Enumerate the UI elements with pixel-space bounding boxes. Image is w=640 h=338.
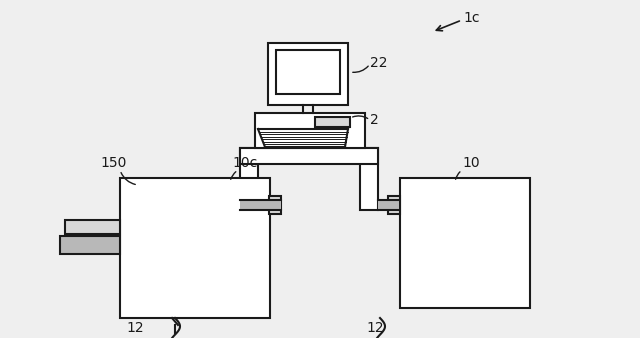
Text: 2: 2 bbox=[370, 113, 379, 127]
Bar bbox=[276, 50, 340, 94]
Text: 1c: 1c bbox=[463, 11, 479, 25]
Text: 150: 150 bbox=[100, 156, 126, 170]
Bar bbox=[268, 43, 348, 105]
Bar bbox=[378, 200, 399, 210]
Bar bbox=[360, 148, 378, 210]
Bar bbox=[240, 200, 281, 210]
Text: 10: 10 bbox=[462, 156, 479, 170]
Bar bbox=[315, 117, 350, 127]
Bar bbox=[388, 196, 400, 214]
Bar bbox=[240, 148, 258, 210]
Bar bbox=[120, 178, 270, 318]
Bar bbox=[65, 220, 120, 234]
Text: 12: 12 bbox=[126, 321, 144, 335]
Text: 22: 22 bbox=[370, 56, 387, 70]
Text: 10c: 10c bbox=[232, 156, 257, 170]
Bar bbox=[60, 236, 120, 254]
Bar bbox=[400, 178, 530, 308]
Text: 12: 12 bbox=[366, 321, 384, 335]
Bar bbox=[240, 148, 378, 164]
Bar bbox=[255, 113, 365, 148]
Bar bbox=[269, 196, 281, 214]
